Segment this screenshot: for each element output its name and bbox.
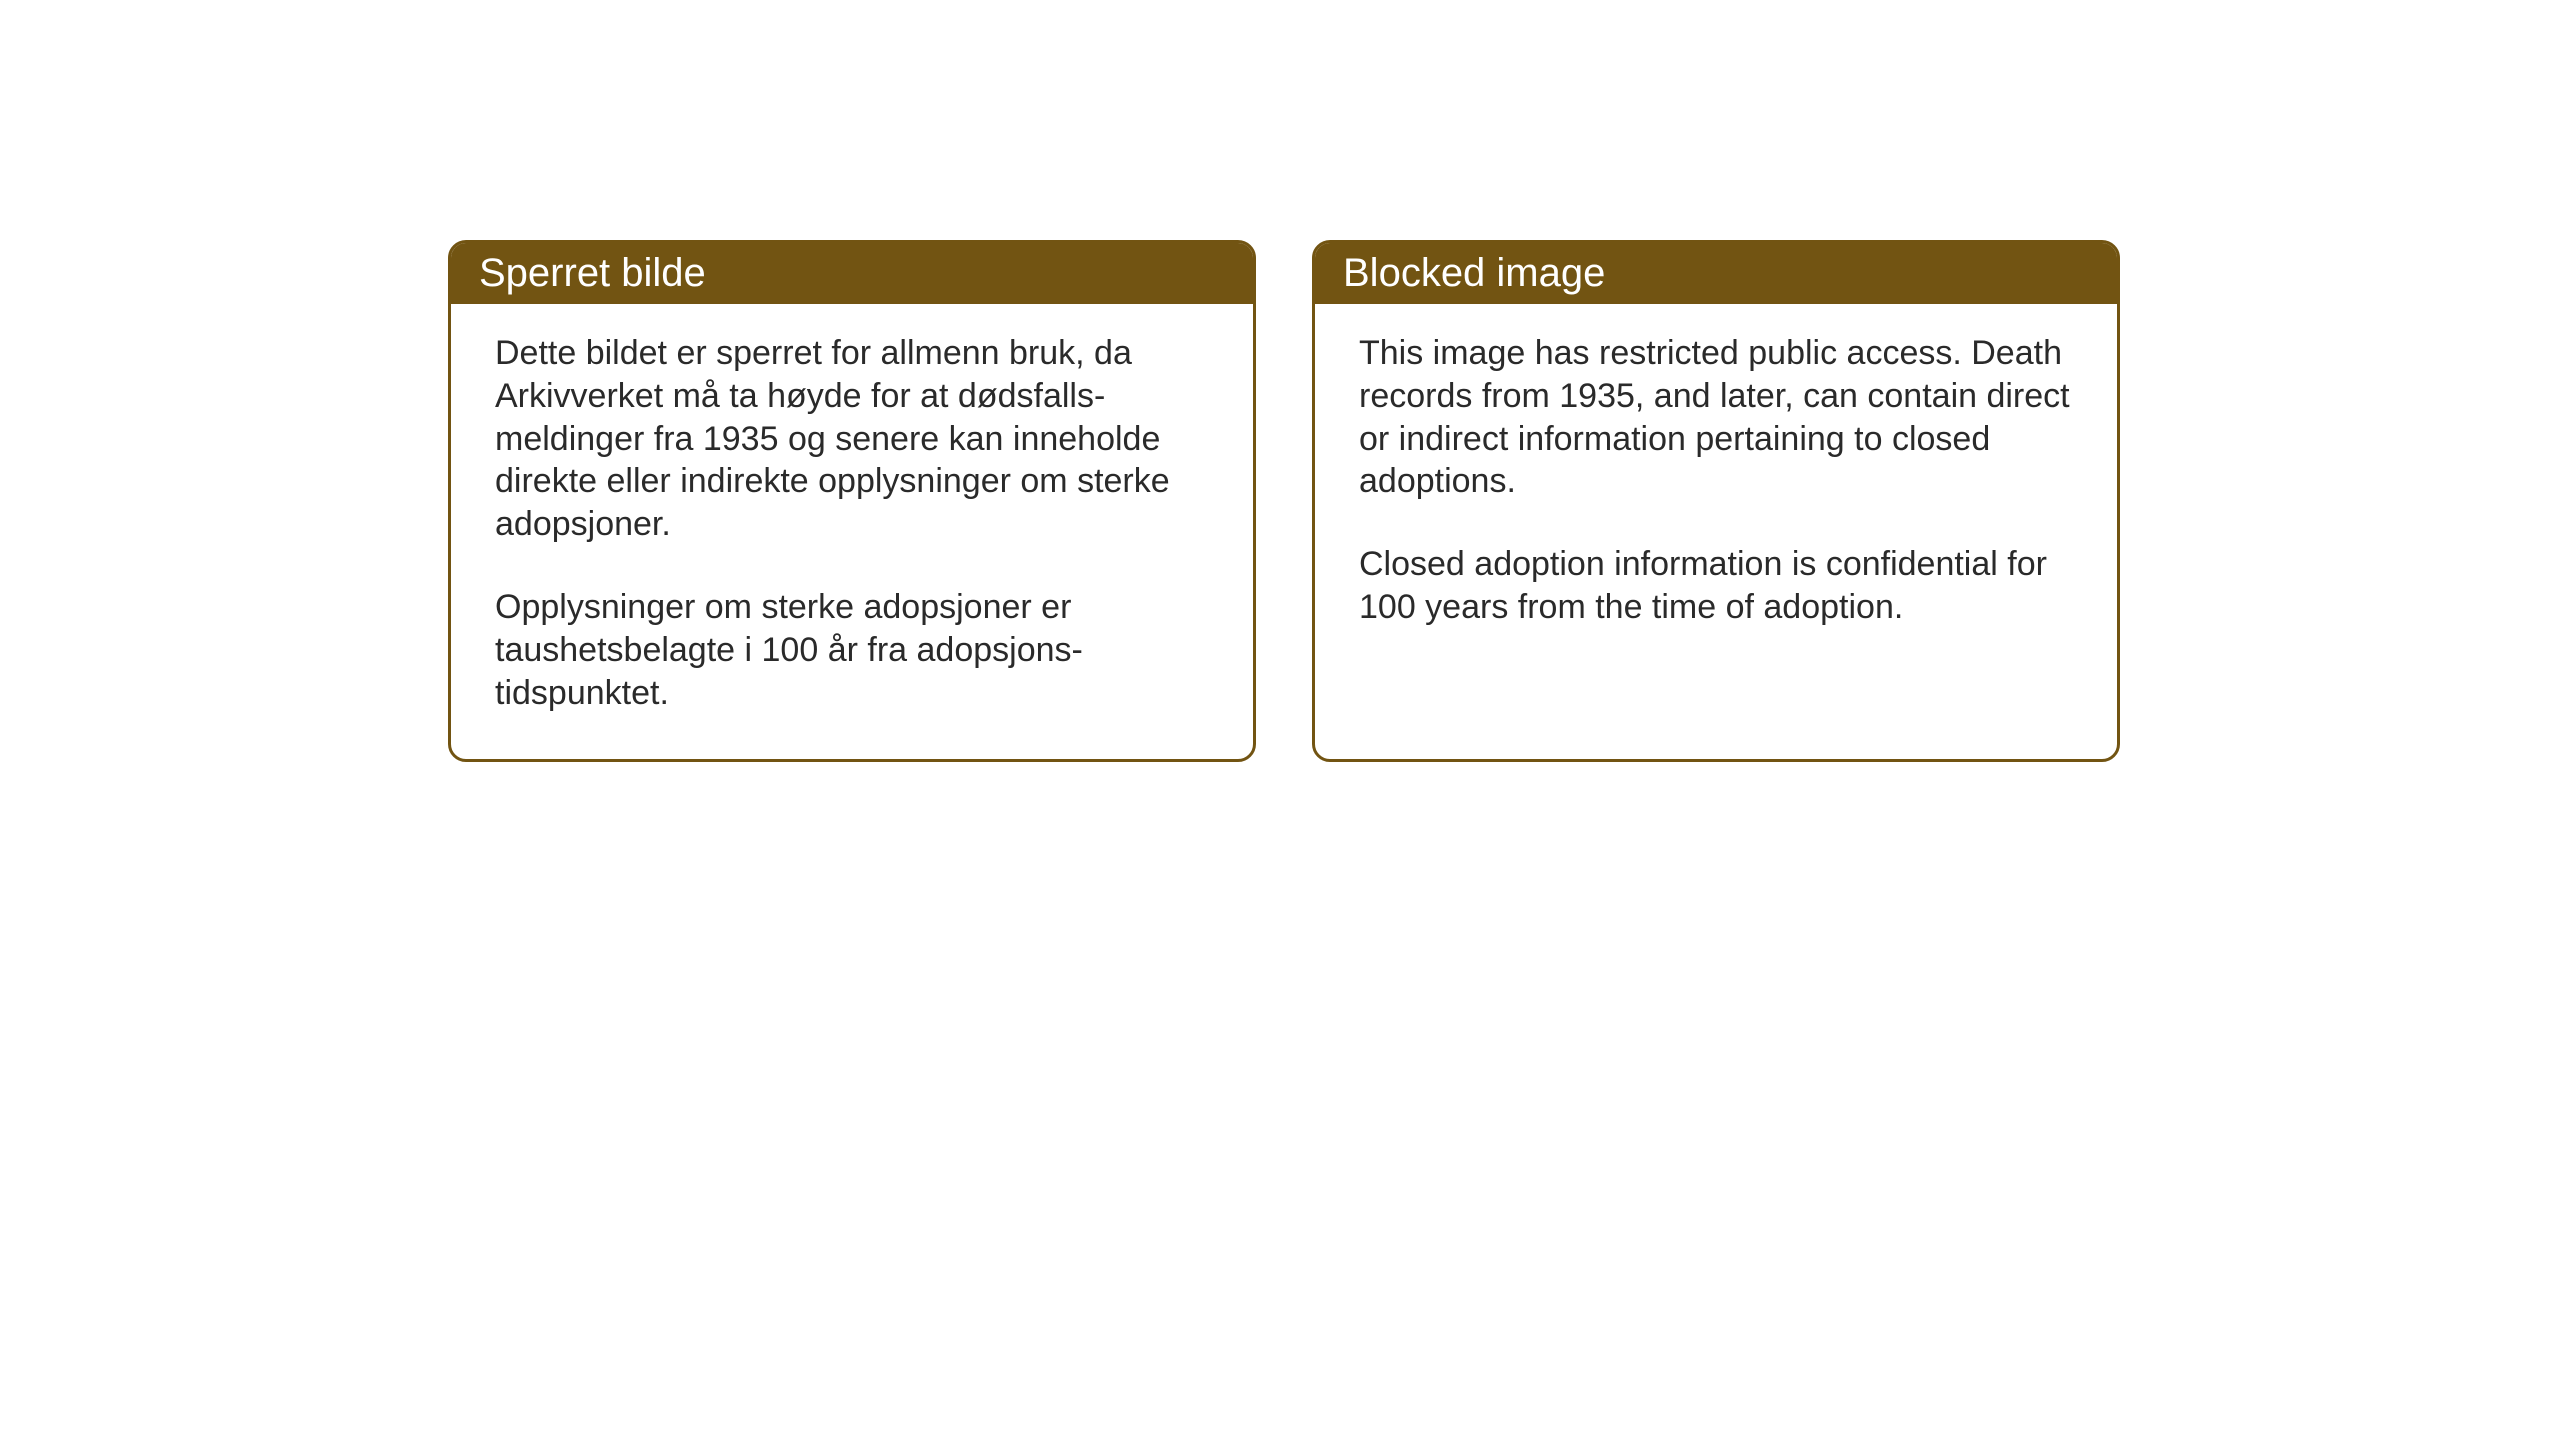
notice-container: Sperret bilde Dette bildet er sperret fo…: [0, 0, 2560, 762]
notice-paragraph-english-1: This image has restricted public access.…: [1359, 332, 2073, 503]
notice-box-english: Blocked image This image has restricted …: [1312, 240, 2120, 762]
notice-box-norwegian: Sperret bilde Dette bildet er sperret fo…: [448, 240, 1256, 762]
notice-paragraph-english-2: Closed adoption information is confident…: [1359, 543, 2073, 629]
notice-body-english: This image has restricted public access.…: [1315, 304, 2117, 736]
notice-title-norwegian: Sperret bilde: [451, 243, 1253, 304]
notice-title-english: Blocked image: [1315, 243, 2117, 304]
notice-paragraph-norwegian-1: Dette bildet er sperret for allmenn bruk…: [495, 332, 1209, 546]
notice-paragraph-norwegian-2: Opplysninger om sterke adopsjoner er tau…: [495, 586, 1209, 714]
notice-body-norwegian: Dette bildet er sperret for allmenn bruk…: [451, 304, 1253, 759]
